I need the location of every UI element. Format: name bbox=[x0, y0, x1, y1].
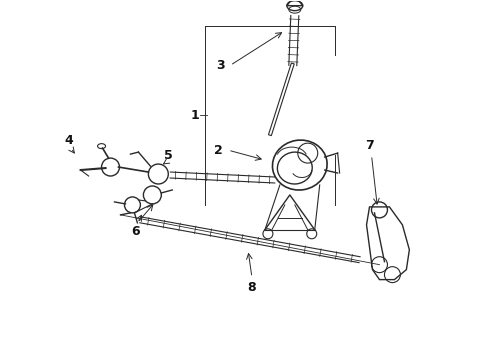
Text: 2: 2 bbox=[214, 144, 222, 157]
Text: 6: 6 bbox=[131, 225, 140, 238]
Text: 4: 4 bbox=[64, 134, 73, 147]
Text: 8: 8 bbox=[247, 281, 256, 294]
Text: 3: 3 bbox=[216, 59, 224, 72]
Text: 1: 1 bbox=[191, 109, 199, 122]
Text: 7: 7 bbox=[365, 139, 374, 152]
Text: 5: 5 bbox=[164, 149, 172, 162]
